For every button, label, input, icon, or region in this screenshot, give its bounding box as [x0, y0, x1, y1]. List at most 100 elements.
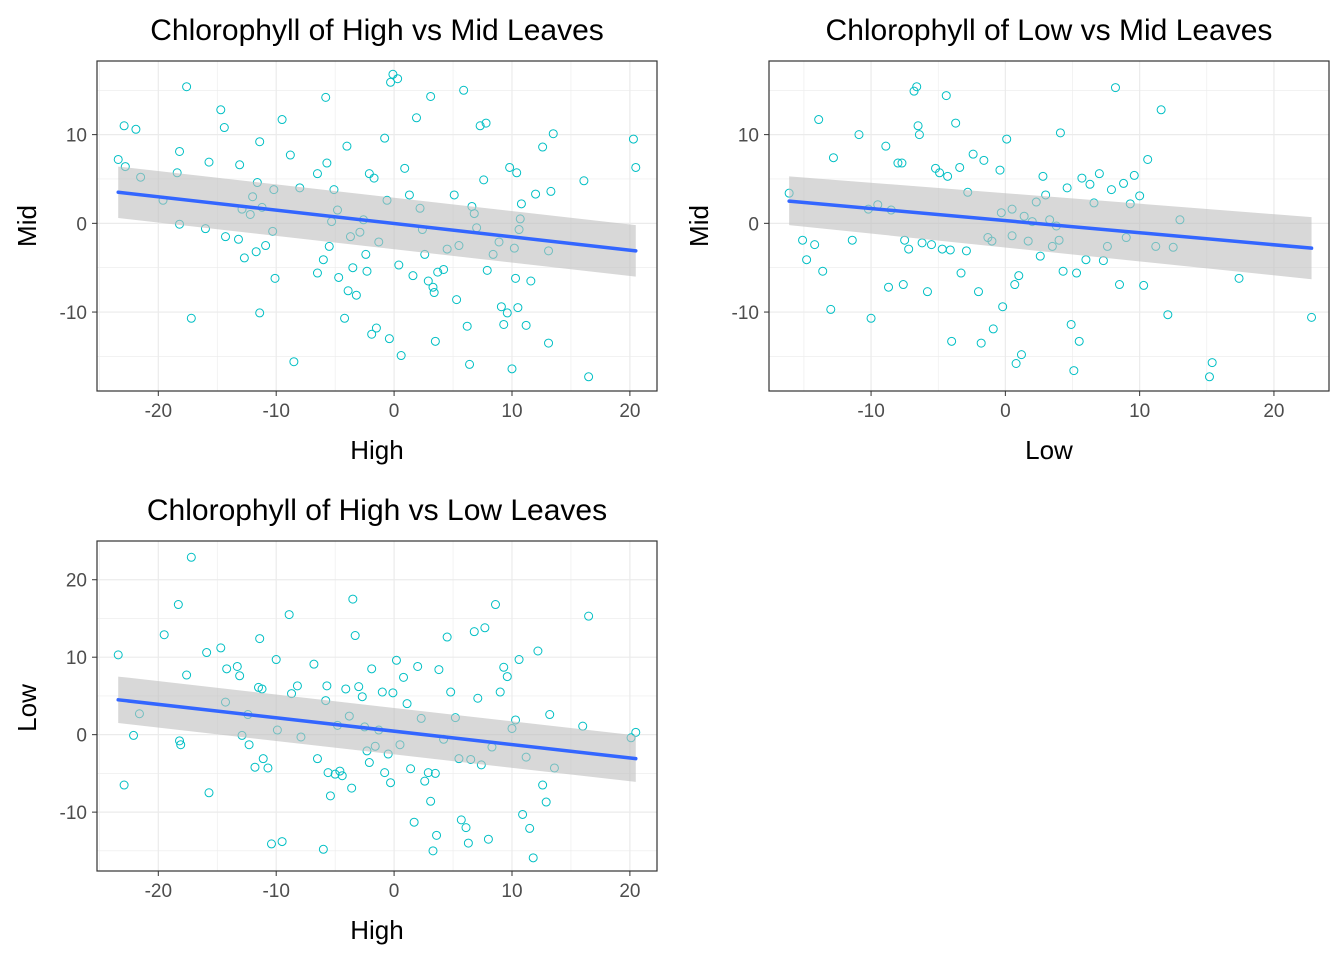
- x-tick-label: 20: [1263, 401, 1284, 422]
- data-point: [202, 648, 212, 658]
- x-axis-label: Low: [1025, 435, 1073, 465]
- data-point: [446, 687, 456, 697]
- data-point: [976, 338, 986, 348]
- data-point: [631, 162, 641, 172]
- panel-high-vs-low: Chlorophyll of High vs Low Leaves High L…: [12, 494, 658, 945]
- data-point: [1038, 171, 1048, 181]
- data-point: [526, 276, 536, 286]
- data-point: [367, 329, 377, 339]
- y-axis-label: Low: [12, 684, 42, 732]
- regression-line: [787, 199, 1314, 250]
- data-point: [429, 288, 439, 298]
- data-point: [255, 634, 265, 644]
- data-point: [312, 754, 322, 764]
- data-point: [935, 168, 945, 178]
- data-point: [129, 730, 139, 740]
- x-axis-label: High: [350, 915, 403, 945]
- data-point: [1081, 255, 1091, 265]
- data-point: [937, 244, 947, 254]
- data-point: [420, 776, 430, 786]
- data-point: [1062, 183, 1072, 193]
- data-point: [866, 313, 876, 323]
- data-point: [481, 118, 491, 128]
- chart-title: Chlorophyll of Low vs Mid Leaves: [826, 14, 1273, 47]
- data-point: [348, 594, 358, 604]
- data-point: [309, 659, 319, 669]
- data-point: [541, 797, 551, 807]
- data-point: [548, 129, 558, 139]
- data-point: [1010, 280, 1020, 290]
- data-point: [409, 817, 419, 827]
- data-point: [947, 336, 957, 346]
- data-point: [270, 273, 280, 283]
- data-point: [271, 655, 281, 665]
- data-point: [1307, 312, 1317, 322]
- data-point: [423, 768, 433, 778]
- data-point: [1156, 105, 1166, 115]
- data-point: [113, 650, 123, 660]
- data-point: [507, 364, 517, 374]
- data-point: [216, 105, 226, 115]
- data-point: [1207, 358, 1217, 368]
- data-point: [232, 661, 242, 671]
- data-point: [544, 338, 554, 348]
- data-point: [411, 113, 421, 123]
- data-point: [413, 661, 423, 671]
- y-tick-label: 0: [76, 726, 87, 747]
- x-tick-label: -10: [262, 401, 289, 422]
- data-point: [826, 304, 836, 314]
- data-point: [204, 157, 214, 167]
- panel-border: [96, 540, 658, 872]
- data-point: [386, 778, 396, 788]
- data-point: [175, 146, 185, 156]
- data-point: [235, 671, 245, 681]
- y-axis-label: Mid: [684, 205, 714, 247]
- data-point: [428, 282, 438, 292]
- data-point: [318, 844, 328, 854]
- data-point: [463, 838, 473, 848]
- data-point: [814, 115, 824, 125]
- x-axis-label: High: [350, 435, 403, 465]
- data-point: [546, 186, 556, 196]
- y-tick-label: 10: [66, 648, 87, 669]
- x-tick-label: 10: [501, 881, 522, 902]
- data-point: [538, 142, 548, 152]
- x-tick-label: 0: [389, 401, 400, 422]
- data-point: [239, 253, 249, 263]
- data-point: [432, 830, 442, 840]
- data-point: [483, 834, 493, 844]
- data-point: [388, 69, 398, 79]
- data-point: [505, 162, 515, 172]
- data-point: [502, 672, 512, 682]
- data-point: [312, 169, 322, 179]
- data-point: [968, 149, 978, 159]
- data-point: [330, 769, 340, 779]
- data-point: [1055, 128, 1065, 138]
- data-point: [1016, 350, 1026, 360]
- data-point: [131, 124, 141, 134]
- data-point: [364, 758, 374, 768]
- data-point: [1014, 271, 1024, 281]
- data-point: [1106, 185, 1116, 195]
- data-point: [914, 130, 924, 140]
- data-point: [528, 853, 538, 863]
- data-point: [321, 92, 331, 102]
- data-point: [909, 86, 919, 96]
- data-point: [334, 272, 344, 282]
- data-point: [400, 163, 410, 173]
- panel-low-vs-mid: Chlorophyll of Low vs Mid Leaves Low Mid…: [684, 14, 1330, 465]
- data-point: [951, 118, 961, 128]
- data-point: [182, 82, 192, 92]
- data-point: [393, 74, 403, 84]
- data-point: [818, 266, 828, 276]
- data-point: [337, 771, 347, 781]
- data-point: [186, 313, 196, 323]
- data-point: [362, 266, 372, 276]
- data-point: [277, 115, 287, 125]
- data-point: [1072, 268, 1082, 278]
- data-point: [369, 173, 379, 183]
- x-tick-label: 20: [619, 881, 640, 902]
- data-point: [798, 235, 808, 245]
- y-tick-label: 10: [66, 126, 87, 147]
- data-point: [342, 141, 352, 151]
